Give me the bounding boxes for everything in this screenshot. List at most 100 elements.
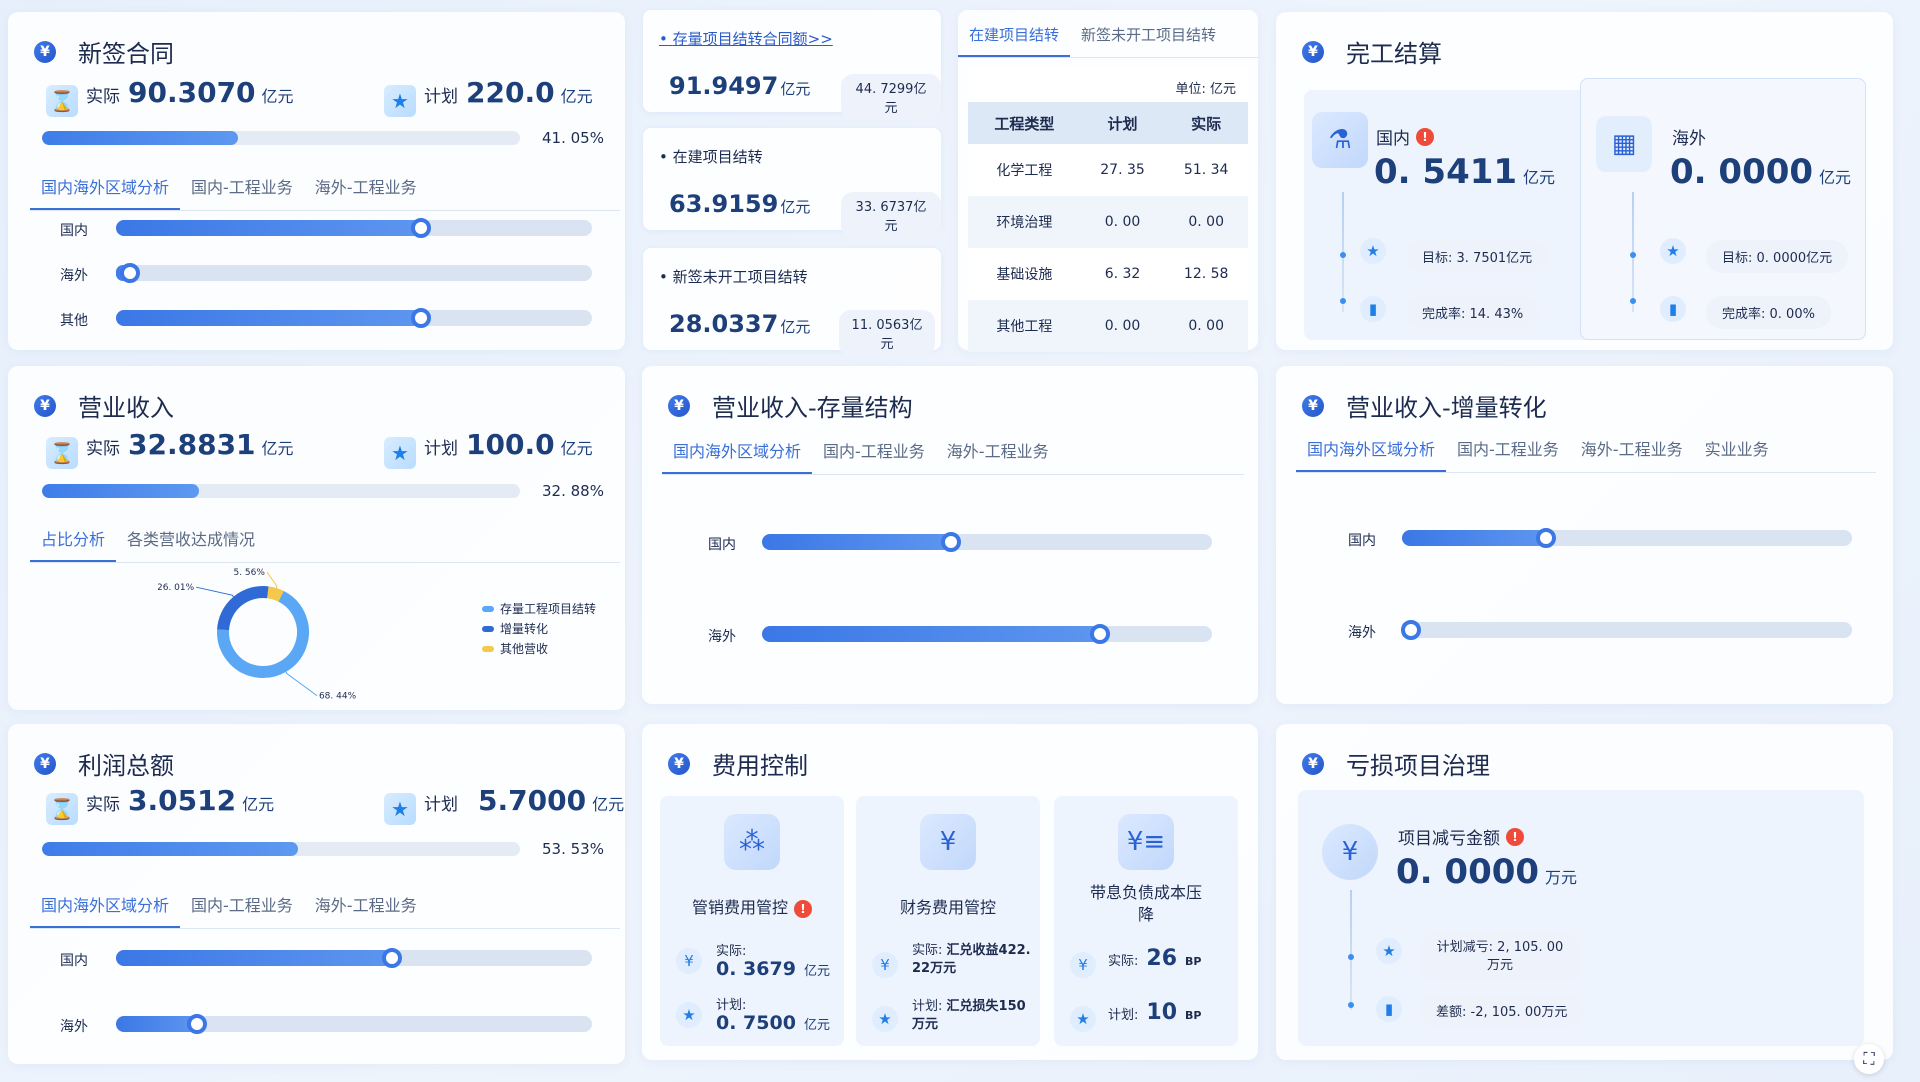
legend-item: 增量转化 (482, 620, 548, 637)
tab-ratio[interactable]: 占比分析 (30, 526, 117, 562)
slider-knob[interactable] (382, 948, 403, 968)
contract-actual: ⌛ 实际 90.3070 亿元 (46, 76, 294, 117)
profit-card: ¥ 利润总额 ⌛ 实际 3.0512 亿元 ★ 计划 5.7000 亿元 53.… (8, 724, 625, 1064)
revenue-card: ¥ 营业收入 ⌛ 实际 32.8831 亿元 ★ 计划 100.0 亿元 32.… (8, 366, 625, 710)
contract-plan: ★ 计划 220.0 亿元 (384, 76, 593, 117)
tab-domestic-eng[interactable]: 国内-工程业务 (191, 896, 293, 915)
revenue-plan: ★ 计划 100.0 亿元 (384, 428, 593, 469)
tab-achievement[interactable]: 各类营收达成情况 (127, 530, 256, 549)
stock-title3: • 新签未开工项目结转 (659, 268, 808, 286)
revenue-stock-slider-domestic (762, 532, 1212, 552)
stock-card-total: • 存量项目结转合同额>> 91.9497 亿元 44. 7299亿元 (643, 10, 941, 120)
money-bag-icon: ¥ (920, 814, 976, 870)
slider-knob[interactable] (186, 1014, 207, 1034)
timeline-dot (1630, 252, 1636, 258)
contract-title: 新签合同 (78, 40, 174, 68)
contract-progress (42, 131, 520, 145)
alert-icon: ! (1506, 827, 1524, 846)
tab-building[interactable]: 在建项目结转 (958, 24, 1071, 57)
tab-overseas-eng[interactable]: 海外-工程业务 (314, 178, 417, 197)
tab-domestic-eng[interactable]: 国内-工程业务 (823, 442, 925, 461)
settlement-domestic-target: 目标: 3. 7501亿元 (1406, 240, 1549, 273)
profit-progress (42, 842, 520, 856)
slider-knob[interactable] (1401, 620, 1421, 640)
tab-overseas-eng[interactable]: 海外-工程业务 (946, 442, 1049, 461)
tab-domestic-eng[interactable]: 国内-工程业务 (191, 178, 293, 197)
revenue-tabs: 占比分析 各类营收达成情况 (30, 526, 620, 563)
loss-title: 亏损项目治理 (1346, 752, 1490, 780)
row-label: 国内 (60, 953, 88, 969)
cost-sub-title: 财务费用管控 (899, 898, 996, 917)
donut-label: 26. 01% (158, 583, 195, 593)
contract-card: ¥ 新签合同 ⌛ 实际 90.3070 亿元 ★ 计划 220.0 亿元 41.… (8, 12, 625, 350)
tab-region[interactable]: 国内海外区域分析 (662, 438, 813, 474)
cost-title-row: ¥ 费用控制 (668, 746, 808, 781)
table-row: 其他工程 0. 00 0. 00 (968, 300, 1248, 352)
col-header: 实际 (1164, 102, 1248, 144)
cost-sub-title: 管销费用管控! (660, 894, 844, 918)
tab-new-unstarted[interactable]: 新签未开工项目结转 (1081, 26, 1217, 44)
tab-domestic-eng[interactable]: 国内-工程业务 (1457, 440, 1559, 459)
donut-slice[interactable] (217, 590, 309, 678)
table-row: 环境治理 0. 00 0. 00 (968, 196, 1248, 248)
profit-slider-domestic (116, 948, 592, 968)
slider-knob[interactable] (410, 218, 431, 238)
loss-plan: 计划减亏: 2, 105. 00 万元 (1420, 932, 1580, 982)
tab-overseas-eng[interactable]: 海外-工程业务 (314, 896, 417, 915)
donut-slice[interactable] (217, 586, 269, 631)
tab-overseas-eng[interactable]: 海外-工程业务 (1580, 440, 1683, 459)
star-icon: ★ (384, 85, 416, 117)
star-icon: ★ (1070, 1006, 1096, 1032)
alert-icon: ! (1416, 127, 1434, 146)
revenue-inc-title-row: ¥ 营业收入-增量转化 (1302, 388, 1547, 423)
star-icon: ★ (1360, 238, 1386, 264)
donut-label: 5. 56% (233, 568, 265, 578)
yen-icon: ¥ (1302, 394, 1324, 417)
star-icon: ★ (872, 1006, 898, 1032)
cost-actual: 实际: 汇兑收益422. 22万元 (912, 943, 1031, 976)
row-label: 其他 (60, 313, 88, 329)
revenue-percent: 32. 88% (542, 482, 604, 500)
slider-knob[interactable] (1536, 528, 1556, 548)
slider-knob[interactable] (120, 263, 141, 283)
revenue-progress (42, 484, 520, 498)
stock-value1: 91.9497 亿元 (669, 72, 811, 100)
slider-knob[interactable] (941, 532, 961, 552)
slider-knob[interactable] (410, 308, 431, 328)
contract-plan-value: 220.0 (466, 76, 555, 109)
tab-region[interactable]: 国内海外区域分析 (30, 174, 181, 210)
yen-icon: ¥ (676, 948, 702, 974)
revenue-stock-title-row: ¥ 营业收入-存量结构 (668, 388, 913, 423)
slider-knob[interactable] (1089, 624, 1110, 644)
revenue-donut-chart: 68. 44% 26. 01% 5. 56% (158, 568, 357, 702)
tab-region[interactable]: 国内海外区域分析 (30, 892, 181, 928)
timeline-dot (1630, 298, 1636, 304)
donut-leader-line (266, 571, 278, 590)
tab-region[interactable]: 国内海外区域分析 (1296, 436, 1447, 472)
revenue-stock-card: ¥ 营业收入-存量结构 国内海外区域分析 国内-工程业务 海外-工程业务 国内 … (642, 366, 1258, 704)
timeline-dot (1348, 954, 1354, 960)
col-header: 计划 (1080, 102, 1165, 144)
legend-item: 存量工程项目结转 (482, 600, 596, 617)
row-label: 海外 (708, 629, 736, 645)
revenue-stock-title: 营业收入-存量结构 (712, 394, 913, 422)
fullscreen-button[interactable]: ⛶ (1854, 1044, 1884, 1074)
revenue-actual: ⌛ 实际 32.8831 亿元 (46, 428, 294, 469)
tab-industry[interactable]: 实业业务 (1704, 440, 1769, 459)
cost-plan: 计划: 汇兑损失150万元 (912, 999, 1026, 1032)
stock-value2: 63.9159 亿元 (669, 190, 811, 218)
alert-icon: ! (794, 900, 812, 918)
donut-label: 68. 44% (319, 692, 357, 702)
profit-title-row: ¥ 利润总额 (34, 746, 174, 781)
revenue-stock-tabs: 国内海外区域分析 国内-工程业务 海外-工程业务 (662, 438, 1244, 475)
project-table-card: 在建项目结转 新签未开工项目结转 单位: 亿元 工程类型 计划 实际 化学工程 2… (958, 10, 1258, 352)
cost-sub-sales: ⁂ 管销费用管控! ¥ 实际: 0. 3679 亿元 ★ 计划: 0. 7500 亿… (660, 796, 844, 1046)
star-icon: ★ (1376, 938, 1402, 964)
chart-icon: ▮ (1360, 296, 1386, 322)
col-header: 工程类型 (968, 102, 1081, 144)
stock-link[interactable]: • 存量项目结转合同额>> (659, 30, 833, 48)
unit-note: 单位: 亿元 (1175, 82, 1236, 97)
donut-slice[interactable] (266, 586, 284, 602)
yen-icon: ¥ (872, 952, 898, 978)
yen-icon: ¥ (668, 752, 690, 775)
